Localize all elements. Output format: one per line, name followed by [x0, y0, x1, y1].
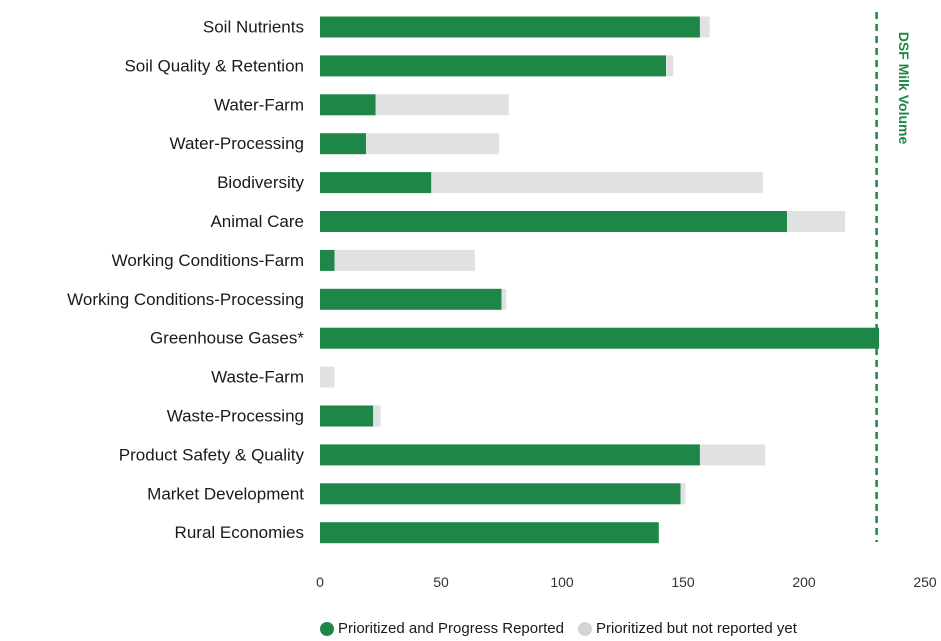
x-tick-label-100: 100 — [550, 574, 574, 590]
bar-working-conditions-processing-reported — [320, 288, 502, 310]
reference-line-label: DSF Milk Volume — [896, 32, 912, 145]
reference-line-group: DSF Milk Volume — [875, 12, 912, 542]
bar-water-processing-reported — [320, 133, 366, 155]
bar-waste-processing-reported — [320, 405, 374, 427]
bar-rural-economies-reported — [320, 522, 659, 544]
category-label-working-conditions-processing: Working Conditions-Processing — [67, 290, 304, 309]
bar-water-farm-reported — [320, 94, 376, 116]
category-label-market-development: Market Development — [147, 484, 304, 503]
bar-product-safety-quality-not-reported — [699, 444, 766, 466]
category-label-water-farm: Water-Farm — [214, 95, 304, 114]
bar-working-conditions-processing-not-reported — [501, 288, 507, 310]
bar-waste-processing-not-reported — [373, 405, 381, 427]
bar-soil-quality-retention-not-reported — [666, 55, 674, 77]
bar-market-development-reported — [320, 483, 681, 505]
bar-animal-care-reported — [320, 211, 788, 232]
bar-water-processing-not-reported — [365, 133, 500, 155]
category-label-product-safety-quality: Product Safety & Quality — [119, 445, 305, 464]
x-tick-label-50: 50 — [433, 574, 449, 590]
category-label-greenhouse-gases: Greenhouse Gases* — [150, 329, 304, 348]
category-label-soil-quality-retention: Soil Quality & Retention — [124, 56, 304, 75]
bar-water-farm-not-reported — [375, 94, 509, 116]
category-label-water-processing: Water-Processing — [170, 134, 304, 153]
bar-market-development-not-reported — [680, 483, 686, 505]
legend-swatch-reported — [320, 621, 334, 636]
legend-label-not-reported: Prioritized but not reported yet — [595, 620, 797, 637]
category-label-soil-nutrients: Soil Nutrients — [203, 18, 304, 37]
bar-waste-farm-not-reported — [320, 366, 335, 388]
legend-item-reported: Prioritized and Progress Reported — [320, 620, 564, 637]
x-tick-label-200: 200 — [792, 574, 816, 590]
category-label-waste-farm: Waste-Farm — [211, 368, 304, 387]
bar-biodiversity-reported — [320, 172, 432, 194]
category-label-working-conditions-farm: Working Conditions-Farm — [112, 251, 304, 270]
bar-working-conditions-farm-reported — [320, 249, 335, 271]
bar-greenhouse-gases-reported — [320, 327, 880, 349]
x-tick-label-250: 250 — [913, 574, 937, 590]
bars-group — [320, 16, 880, 544]
category-label-waste-processing: Waste-Processing — [167, 407, 304, 426]
category-labels: Soil Nutrients Soil Quality & Retention Wa… — [67, 18, 304, 543]
bar-working-conditions-farm-not-reported — [334, 249, 475, 271]
bar-product-safety-quality-reported — [320, 444, 700, 466]
x-axis-ticks: 0 50 100 150 200 250 — [316, 574, 937, 590]
legend-item-not-reported: Prioritized but not reported yet — [577, 620, 797, 637]
legend-label-reported: Prioritized and Progress Reported — [338, 620, 564, 637]
x-tick-label-0: 0 — [316, 574, 324, 590]
legend-swatch-not-reported — [577, 621, 592, 636]
bar-soil-quality-retention-reported — [320, 55, 667, 77]
bar-animal-care-not-reported — [787, 211, 846, 232]
bar-biodiversity-not-reported — [431, 172, 763, 194]
x-tick-label-150: 150 — [671, 574, 695, 590]
category-label-rural-economies: Rural Economies — [175, 523, 304, 542]
legend: Prioritized and Progress Reported Priori… — [320, 620, 811, 637]
bar-soil-nutrients-reported — [320, 16, 700, 38]
bar-soil-nutrients-not-reported — [699, 16, 710, 38]
category-label-biodiversity: Biodiversity — [217, 173, 304, 192]
category-label-animal-care: Animal Care — [210, 212, 304, 231]
